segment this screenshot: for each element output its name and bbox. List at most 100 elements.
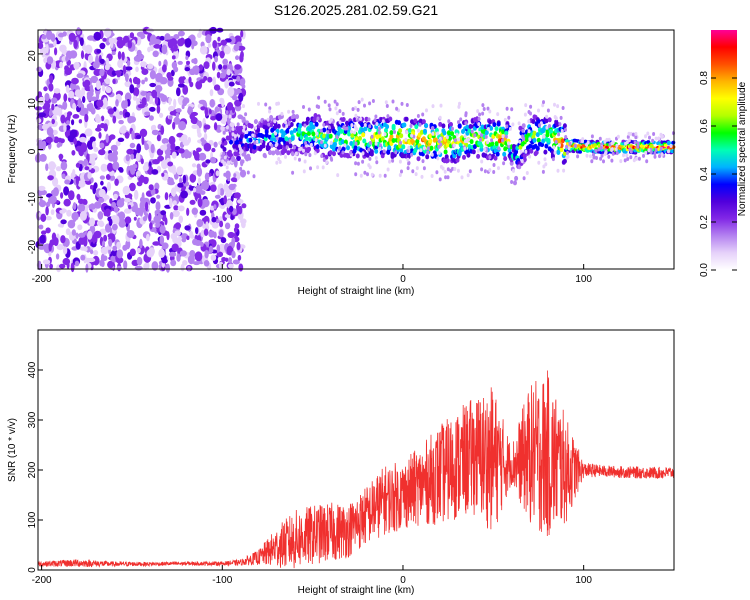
spectrogram-halo-cell <box>320 154 324 158</box>
spectrogram-noise-cell <box>240 30 244 38</box>
spectrogram-noise-cell <box>67 111 73 117</box>
spectrogram-noise-cell <box>203 76 208 81</box>
spectrogram-halo-cell <box>343 143 347 148</box>
spectrogram-noise-cell <box>102 37 107 42</box>
spectrogram-noise-cell <box>173 44 178 52</box>
spectrogram-halo-cell <box>439 103 443 108</box>
spectrogram-halo-cell <box>599 145 603 150</box>
spectrogram-noise-cell <box>203 260 210 267</box>
spectrogram-noise-cell <box>50 209 55 216</box>
spectrogram-noise-cell <box>160 94 168 103</box>
spectrogram-noise-cell <box>204 107 209 117</box>
spectrogram-noise-cell <box>167 161 174 167</box>
spectrogram-halo-cell <box>597 147 601 152</box>
spectrogram-noise-cell <box>57 107 63 117</box>
spectrogram-noise-cell <box>84 79 91 88</box>
spectrogram-noise-cell <box>99 175 105 180</box>
spectrogram-halo-cell <box>542 100 545 105</box>
spectrogram-halo-cell <box>322 122 326 127</box>
spectrogram-noise-cell <box>116 39 125 49</box>
spectrogram-noise-cell <box>178 215 184 224</box>
spectrogram-halo-cell <box>369 140 372 145</box>
spectrogram-ridge-cell <box>362 138 367 144</box>
spectrogram-ridge-cell <box>562 150 567 156</box>
spectrogram-ridge-cell <box>388 116 393 122</box>
spectrogram-noise-cell <box>124 80 131 88</box>
spectrogram-halo-cell <box>635 156 638 161</box>
spectrogram-noise-cell <box>99 122 106 129</box>
spectrogram-ridge-cell <box>494 126 499 132</box>
spectrogram-halo-cell <box>538 123 541 128</box>
spectrogram-noise-cell <box>100 115 105 122</box>
spectrogram-noise-cell <box>128 116 137 123</box>
spectrogram-halo-cell <box>521 128 525 133</box>
spectrogram-ridge-cell <box>531 119 536 124</box>
colorbar-label: Normalized spectral amplitude <box>737 81 748 216</box>
spectrogram-halo-cell <box>405 130 409 135</box>
spectrogram-ridge-cell <box>289 122 294 127</box>
spectrogram-noise-cell <box>68 90 75 99</box>
spectrogram-noise-cell <box>129 142 136 149</box>
spectrogram-halo-cell <box>651 138 655 143</box>
spectrogram-halo-cell <box>519 149 523 154</box>
spectrogram-halo-cell <box>233 134 237 139</box>
spectrogram-noise-cell <box>194 251 203 262</box>
spectrogram-noise-cell <box>113 193 118 200</box>
spectrogram-noise-cell <box>76 193 81 200</box>
spectrogram-noise-cell <box>64 179 71 185</box>
spectrogram-halo-cell <box>290 115 294 120</box>
spectrogram-halo-cell <box>406 166 410 171</box>
spectrogram-noise-cell <box>179 177 183 185</box>
spectrogram-noise-cell <box>95 115 102 123</box>
spectrogram-halo-cell <box>559 115 563 120</box>
spectrogram-halo-cell <box>527 110 531 114</box>
spectrogram-halo-cell <box>359 116 363 121</box>
spectrogram-noise-cell <box>77 180 86 188</box>
spectrogram-noise-cell <box>62 257 71 266</box>
spectrogram-noise-cell <box>146 233 150 242</box>
spectrogram-noise-cell <box>168 115 173 120</box>
spectrogram-noise-cell <box>208 108 212 115</box>
spectrogram-halo-cell <box>334 106 338 111</box>
spectrogram-halo-cell <box>416 114 420 118</box>
spectrogram-noise-cell <box>213 141 218 148</box>
spectrogram-halo-cell <box>409 124 413 128</box>
spectrogram-noise-cell <box>219 204 226 210</box>
colorbar-gradient <box>711 30 737 270</box>
spectrogram-noise-cell <box>152 241 161 246</box>
spectrogram-noise-cell <box>169 212 174 220</box>
spectrogram-halo-cell <box>284 120 288 125</box>
spectrogram-ridge-cell <box>402 122 407 128</box>
spectrogram-halo-cell <box>457 120 460 125</box>
spectrogram-noise-cell <box>226 102 234 111</box>
spectrogram-ridge-cell <box>374 148 379 154</box>
spectrogram-noise-cell <box>149 106 156 112</box>
spectrogram-halo-cell <box>233 173 237 178</box>
spectrogram-ridge-cell <box>560 138 565 144</box>
spectrogram-ridge-cell <box>501 129 506 135</box>
spectrogram-noise-cell <box>96 99 104 108</box>
spectrogram-ridge-cell <box>419 129 424 135</box>
spectrogram-halo-cell <box>351 107 355 112</box>
spectrogram-noise-cell <box>46 56 54 65</box>
spectrogram-halo-cell <box>501 134 505 139</box>
spectrogram-halo-cell <box>627 138 631 143</box>
spectrogram-noise-cell <box>220 237 227 244</box>
spectrogram-noise-cell <box>172 121 176 130</box>
spectrogram-ridge-cell <box>421 119 426 125</box>
spectrogram-x-tick-label: 100 <box>575 274 592 285</box>
spectrogram-halo-cell <box>304 152 308 157</box>
spectrogram-noise-cell <box>56 244 64 251</box>
spectrogram-noise-cell <box>124 208 130 214</box>
spectrogram-noise-cell <box>116 241 121 250</box>
spectrogram-halo-cell <box>557 132 561 137</box>
spectrogram-ridge-cell <box>397 120 401 126</box>
spectrogram-ridge-cell <box>315 144 320 150</box>
spectrogram-noise-cell <box>124 92 132 102</box>
spectrogram-ridge-cell <box>377 133 382 139</box>
spectrogram-halo-cell <box>520 159 524 163</box>
spectrogram-noise-cell <box>141 97 147 106</box>
spectrogram-noise-cell <box>147 63 154 70</box>
spectrogram-halo-cell <box>323 99 327 104</box>
spectrogram-ridge-cell <box>324 154 329 160</box>
